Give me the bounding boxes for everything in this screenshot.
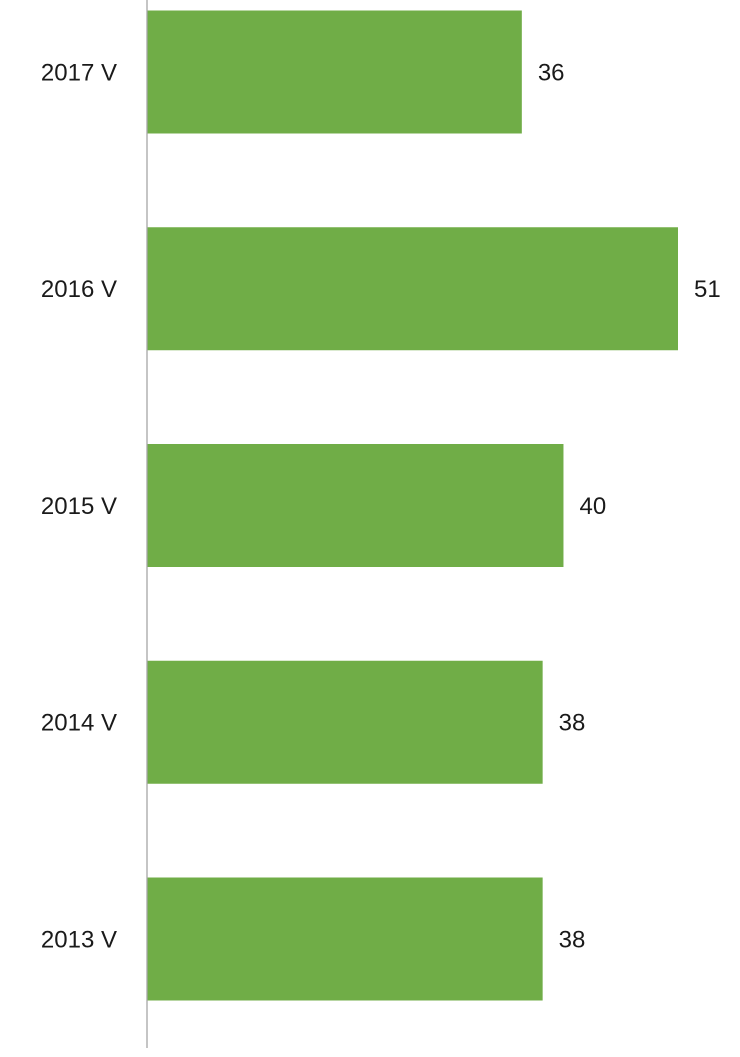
value-label: 51 (694, 276, 721, 303)
bar (147, 227, 678, 351)
value-label: 40 (579, 493, 606, 520)
category-label: 2013 V (41, 926, 117, 953)
value-label: 36 (538, 59, 565, 86)
category-label: 2014 V (41, 710, 117, 737)
category-label: 2016 V (41, 276, 117, 303)
value-label: 38 (559, 710, 586, 737)
bar (147, 444, 564, 567)
value-label: 38 (559, 926, 586, 953)
category-label: 2017 V (41, 59, 117, 86)
bar (147, 10, 522, 134)
bar (147, 877, 543, 1001)
category-label: 2015 V (41, 493, 117, 520)
bar (147, 660, 543, 784)
